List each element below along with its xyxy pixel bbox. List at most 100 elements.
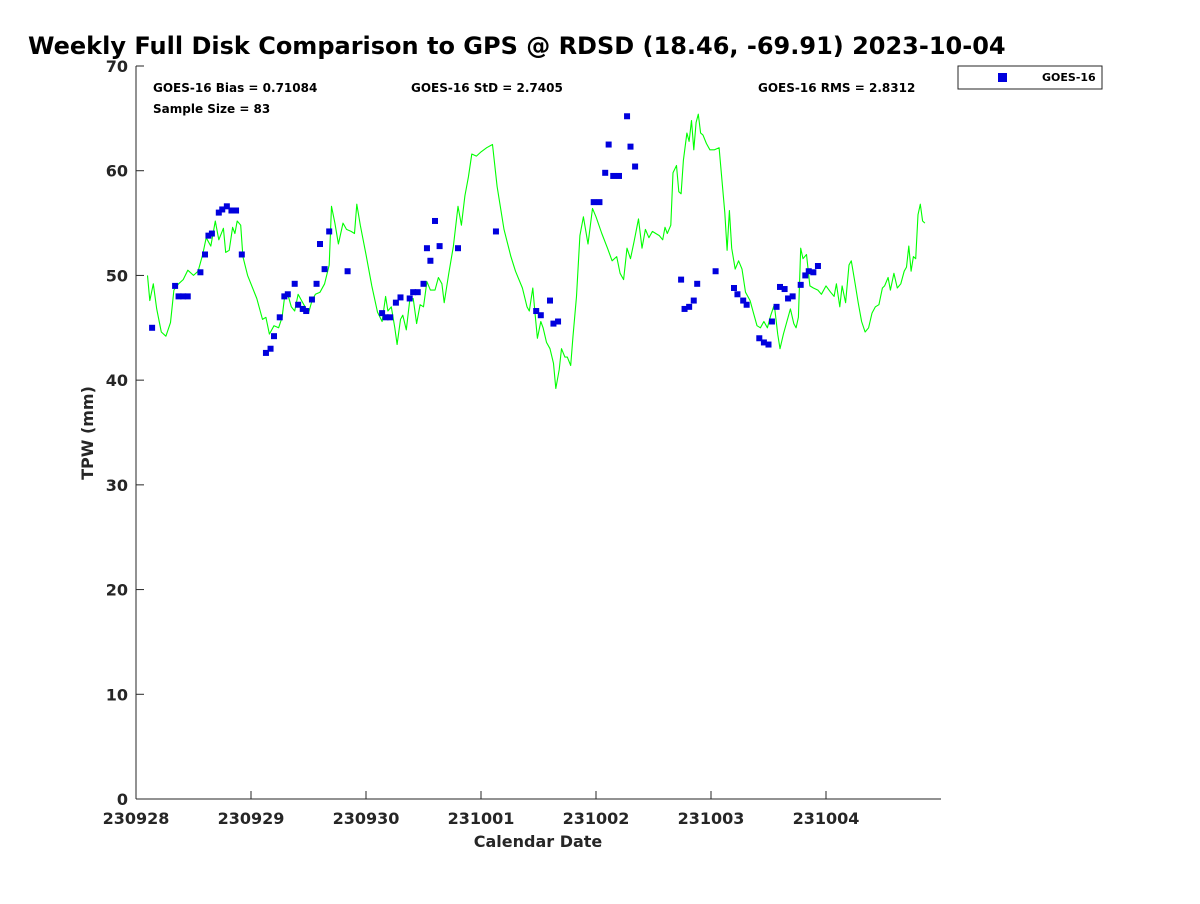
goes-point [781, 286, 788, 293]
goes-point [627, 143, 634, 150]
goes-point [743, 301, 750, 308]
x-tick-label: 231002 [563, 809, 630, 828]
goes-point [184, 293, 191, 300]
goes-point [765, 341, 772, 348]
goes-point [420, 280, 427, 287]
goes-point [756, 335, 763, 342]
goes-point [205, 232, 212, 239]
gps-line [146, 113, 926, 390]
goes-point [379, 310, 386, 317]
goes-point [731, 284, 737, 291]
goes-point [303, 308, 310, 315]
goes-point [202, 251, 208, 258]
goes-point [228, 207, 235, 214]
x-tick-label: 230929 [218, 809, 285, 828]
goes-point [492, 228, 499, 235]
x-tick-label: 231003 [678, 809, 745, 828]
goes-point [223, 203, 230, 210]
goes-point [267, 345, 274, 352]
goes-point [406, 295, 413, 302]
goes-point [172, 282, 179, 289]
y-axis-label: TPW (mm) [78, 386, 97, 480]
legend-box [957, 65, 1103, 90]
goes-point [284, 291, 291, 298]
x-tick-label: 231004 [793, 809, 860, 828]
x-tick-label: 231001 [448, 809, 515, 828]
goes-point [605, 141, 612, 148]
y-tick-label: 70 [106, 57, 128, 76]
y-tick-label: 10 [106, 685, 128, 704]
x-axis-ticks: 230928 230929 230930 231001 231002 231003 2310… [103, 791, 860, 828]
rms-stat: GOES-16 RMS = 2.8312 [758, 81, 915, 95]
goes-point [773, 303, 780, 310]
goes-point [397, 294, 404, 301]
goes-point [291, 280, 298, 287]
goes-point [590, 199, 597, 206]
goes-point [802, 272, 809, 279]
goes-point [215, 209, 222, 216]
goes-point [382, 314, 389, 321]
goes-point [547, 297, 553, 304]
legend-marker-icon [998, 73, 1007, 82]
goes-point [777, 283, 783, 290]
goes-point [690, 297, 697, 304]
goes-point [814, 263, 821, 270]
goes-point [392, 299, 399, 306]
goes-point [610, 172, 617, 179]
goes-point [271, 333, 277, 340]
legend: GOES-16 [957, 65, 1103, 90]
goes-point [321, 266, 328, 273]
goes-point [768, 318, 775, 325]
goes-point [295, 301, 302, 308]
goes-point [624, 113, 631, 120]
goes-point [537, 312, 544, 319]
y-axis-ticks: 0 10 20 30 40 50 60 70 [106, 57, 144, 809]
goes-point [219, 206, 226, 213]
goes-point [810, 269, 817, 276]
goes-point [797, 281, 804, 288]
goes-point [423, 245, 430, 252]
y-tick-label: 30 [106, 476, 128, 495]
goes-point [712, 268, 719, 275]
goes-point [533, 308, 540, 315]
chart-title: Weekly Full Disk Comparison to GPS @ RDS… [28, 32, 1006, 60]
goes-point [308, 296, 315, 303]
goes-point [414, 289, 421, 296]
goes-point [427, 257, 434, 264]
goes-point [262, 349, 269, 356]
goes-point [208, 230, 215, 237]
goes-point [276, 314, 283, 321]
goes-point [740, 297, 747, 304]
y-tick-label: 0 [117, 790, 128, 809]
goes-point [678, 276, 685, 283]
gps-series [146, 113, 926, 390]
goes-point [436, 243, 443, 250]
goes-point [344, 268, 351, 275]
goes-point [686, 303, 693, 310]
x-tick-label: 230930 [333, 809, 400, 828]
goes-point [805, 268, 812, 275]
goes-point [175, 293, 182, 300]
goes-point [197, 269, 204, 276]
goes-point [281, 293, 288, 300]
goes-point [596, 199, 603, 206]
goes-point [789, 293, 796, 300]
x-axis-label: Calendar Date [474, 832, 603, 851]
goes-point [387, 314, 394, 321]
y-tick-label: 50 [106, 266, 128, 285]
goes-point [785, 295, 792, 302]
goes-point [760, 339, 767, 346]
std-stat: GOES-16 StD = 2.7405 [411, 81, 563, 95]
goes-point [734, 291, 741, 298]
goes-point [238, 251, 245, 258]
goes-point [317, 241, 323, 248]
y-tick-label: 40 [106, 371, 128, 390]
goes-point [694, 280, 701, 287]
sample-size-stat: Sample Size = 83 [153, 102, 270, 116]
goes-point [233, 207, 240, 214]
goes-point [455, 245, 461, 252]
y-tick-label: 20 [106, 581, 128, 600]
goes-point [432, 217, 438, 224]
